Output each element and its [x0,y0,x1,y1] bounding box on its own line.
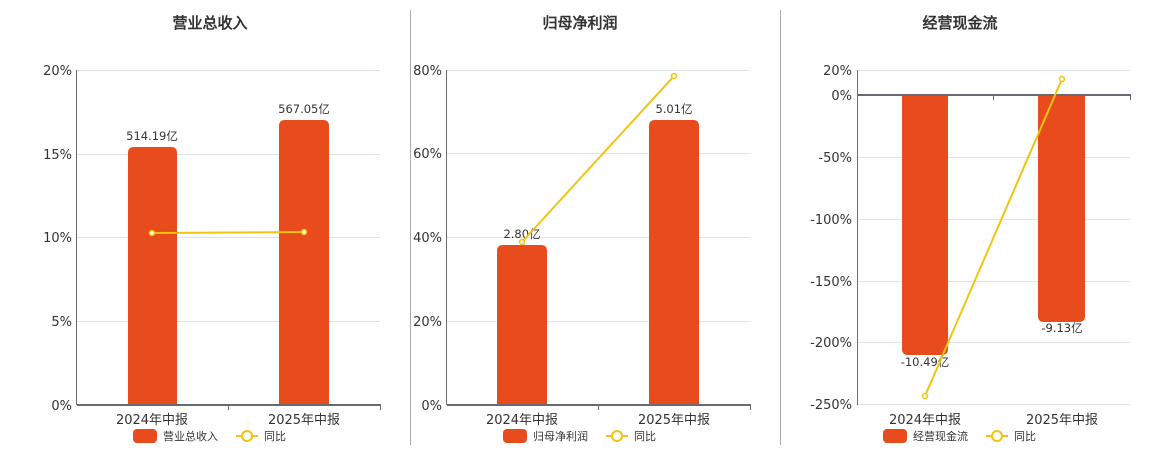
legend-bar-swatch [503,429,527,443]
yoy-line [151,231,305,234]
bar-value-label: 514.19亿 [126,129,178,143]
yoy-point[interactable] [518,238,526,246]
svg-text:0%: 0% [831,89,852,104]
bar[interactable] [649,120,699,405]
svg-text:同比: 同比 [634,430,656,443]
svg-text:-50%: -50% [818,151,852,166]
legend-bar-swatch [133,429,157,443]
x-category-label: 2025年中报 [268,413,340,428]
svg-text:20%: 20% [823,64,852,79]
svg-text:60%: 60% [413,147,442,162]
legend[interactable]: 归母净利润 同比 [503,429,656,443]
panel-divider-2 [780,10,781,445]
x-category-label: 2024年中报 [116,413,188,428]
legend[interactable]: 经营现金流 同比 [883,429,1036,443]
yoy-point[interactable] [300,228,308,236]
bar[interactable] [902,95,948,355]
svg-text:15%: 15% [43,148,72,163]
legend-point-icon [991,430,1003,442]
yoy-point[interactable] [670,72,678,80]
chart-revenue: 营业总收入 20% 15% 10% 5% 0% 514.19亿 567.05亿 … [43,14,381,443]
chart-net-profit: 归母净利润 80% 60% 40% 20% 0% 2.80亿 5.01亿 202… [413,14,751,443]
gridlines [447,70,750,322]
bar-value-label: -9.13亿 [1041,321,1082,335]
svg-text:经营现金流: 经营现金流 [913,429,968,443]
svg-text:-200%: -200% [810,336,852,351]
chart-title: 营业总收入 [172,14,247,32]
x-category-label: 2025年中报 [638,413,710,428]
svg-text:同比: 同比 [1014,430,1036,443]
legend-point-icon [611,430,623,442]
chart-title: 归母净利润 [542,14,617,32]
svg-text:-250%: -250% [810,398,852,413]
svg-text:10%: 10% [43,231,72,246]
x-category-label: 2025年中报 [1026,413,1098,428]
legend-point-icon [241,430,253,442]
gridlines [77,70,380,322]
svg-text:-150%: -150% [810,275,852,290]
y-axis-ticks: 20% 0% -50% -100% -150% -200% -250% [810,64,852,413]
svg-text:20%: 20% [43,64,72,79]
svg-text:40%: 40% [413,231,442,246]
bar[interactable] [128,147,177,405]
legend-bar-swatch [883,429,907,443]
svg-text:20%: 20% [413,315,442,330]
bar[interactable] [279,120,329,405]
yoy-point[interactable] [1058,75,1066,83]
svg-text:0%: 0% [421,399,442,414]
svg-text:0%: 0% [51,399,72,414]
svg-text:-100%: -100% [810,213,852,228]
bar-value-label: 567.05亿 [278,102,330,116]
yoy-line [521,75,675,243]
chart-operating-cashflow: 经营现金流 20% 0% -50% -100% -150% -200% -250… [810,14,1131,443]
svg-text:归母净利润: 归母净利润 [533,429,588,443]
bar-value-label: 5.01亿 [655,102,692,116]
bar[interactable] [497,245,547,405]
panel-divider-1 [410,10,411,445]
chart-title: 经营现金流 [922,14,997,32]
bar[interactable] [1038,95,1085,322]
yoy-point[interactable] [148,229,156,237]
x-category-label: 2024年中报 [486,413,558,428]
svg-text:5%: 5% [51,315,72,330]
yoy-line [924,78,1063,397]
yoy-point[interactable] [921,392,929,400]
legend[interactable]: 营业总收入 同比 [133,429,286,443]
svg-text:80%: 80% [413,64,442,79]
y-axis-ticks: 80% 60% 40% 20% 0% [413,64,442,414]
svg-text:同比: 同比 [264,430,286,443]
svg-text:营业总收入: 营业总收入 [163,429,218,443]
y-axis-ticks: 20% 15% 10% 5% 0% [43,64,72,414]
x-category-label: 2024年中报 [889,413,961,428]
